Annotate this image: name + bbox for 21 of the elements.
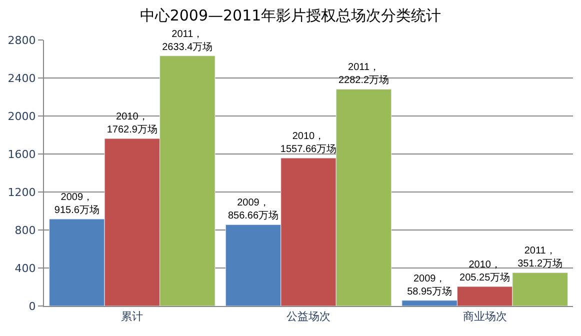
data-label: 2010， 1762.9万场	[106, 112, 158, 136]
y-tick-label: 800	[14, 224, 36, 237]
y-tick-label: 400	[14, 262, 36, 275]
data-label: 2010， 1557.66万场	[280, 131, 337, 156]
y-tick-label: 2800	[8, 34, 36, 47]
data-label: 2010， 205.25万场	[460, 260, 510, 284]
x-tick-label: 累计	[121, 310, 144, 324]
data-label: 2011， 2282.2万场	[338, 62, 390, 86]
data-label: 2011， 2633.4万场	[162, 28, 213, 53]
y-tick-label: 1200	[8, 186, 36, 199]
y-tick-label: 2400	[8, 72, 36, 85]
x-tick-label: 公益场次	[286, 310, 330, 324]
data-label: 2009， 58.95万场	[407, 273, 452, 298]
data-label: 2011， 351.2万场	[518, 246, 563, 270]
y-tick-label: 1600	[8, 148, 36, 161]
data-label: 2009， 915.6万场	[54, 192, 100, 216]
y-tick-label: 0	[28, 300, 36, 313]
chart-title: 中心2009—2011年影片授权总场次分类统计	[140, 6, 442, 25]
y-tick-label: 2000	[8, 110, 36, 123]
data-label: 2009， 856.66万场	[228, 198, 279, 222]
x-tick-label: 商业场次	[462, 310, 507, 324]
